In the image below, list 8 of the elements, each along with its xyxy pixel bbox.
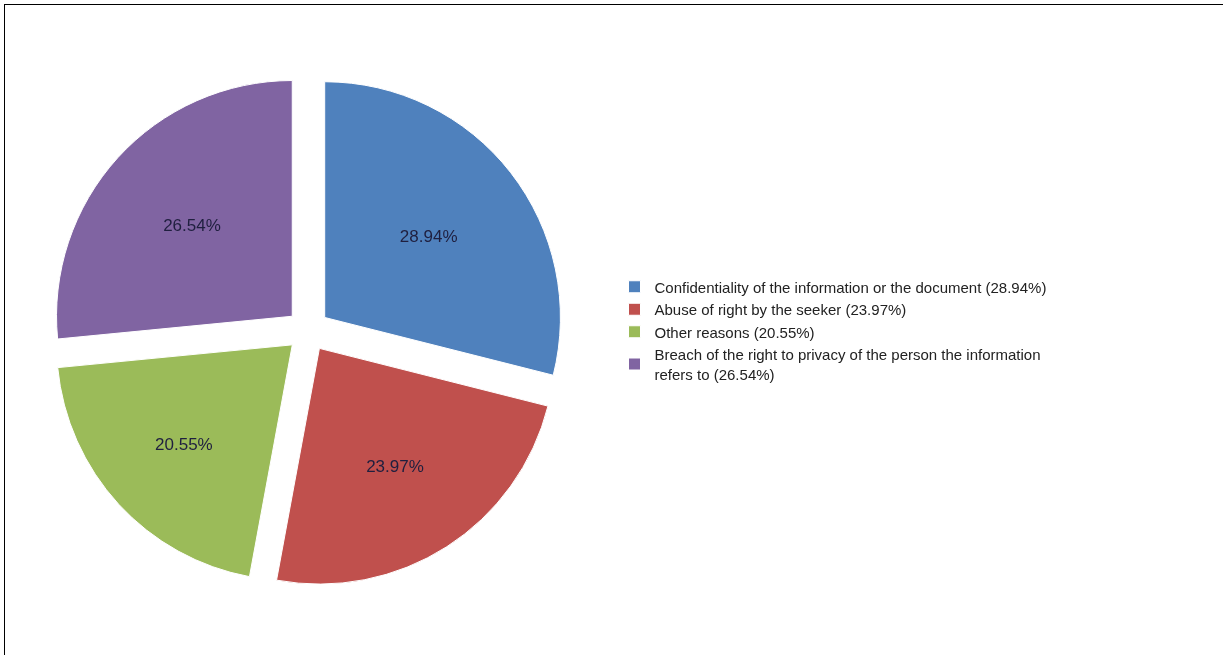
legend-label: Confidentiality of the information or the document (28.94%) [654,278,1047,296]
legend-label: Abuse of right by the seeker (23.97%) [654,301,907,319]
data-label: 28.94% [399,227,458,247]
data-label: 26.54% [163,215,221,235]
data-label: 23.97% [366,456,424,476]
legend-label: Breach of the right to privacy of the person the information refers to (26.54%) [654,346,1041,383]
legend-label: Other reasons (20.55%) [654,323,815,341]
data-label: 20.55% [155,434,213,454]
